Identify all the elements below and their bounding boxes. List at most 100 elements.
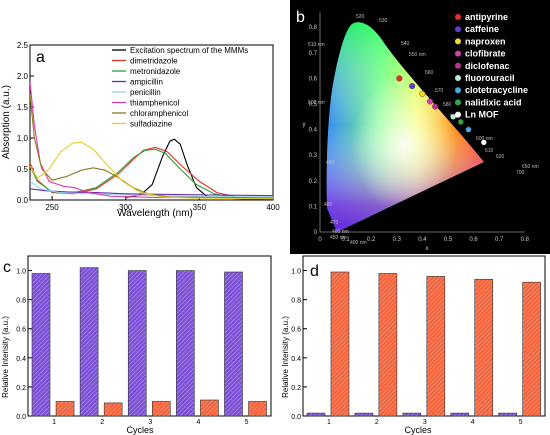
x-tick-label: 4 bbox=[471, 419, 475, 426]
bar-s1-c3 bbox=[200, 399, 219, 417]
bar-s0-c2 bbox=[127, 270, 147, 417]
chart-b: 0 0.1 0.2 0.3 0.4 0.5 0.6 0.7 0.8 0 0.1 0.2 0.3 0.4 0.… bbox=[290, 0, 550, 254]
y-tick-label: 0.8 bbox=[309, 25, 318, 31]
wavelength-label: 400 nm bbox=[350, 240, 367, 246]
wavelength-label: 570 bbox=[435, 88, 444, 94]
wavelength-label: 580 bbox=[443, 102, 452, 108]
legend-label-4: penicillin bbox=[130, 88, 161, 97]
plot-frame bbox=[29, 44, 274, 201]
bar-s1-c1 bbox=[378, 273, 398, 417]
bar-s1-c0 bbox=[55, 401, 75, 417]
x-tick-label: 5 bbox=[245, 419, 249, 426]
legend-marker-3 bbox=[455, 50, 461, 57]
bar-s0-c4 bbox=[498, 412, 517, 417]
y-tick-label: 0.6 bbox=[309, 76, 318, 82]
legend-marker-8 bbox=[455, 111, 461, 118]
y-tick-label: 2.5 bbox=[17, 41, 29, 50]
y-tick-label: 0.3 bbox=[309, 153, 318, 159]
x-tick-label: 1 bbox=[52, 419, 56, 426]
bar-s0-c4 bbox=[224, 271, 243, 417]
y-tick-label: 0.8 bbox=[16, 298, 26, 305]
x-tick-label: 0.5 bbox=[444, 237, 453, 243]
y-tick-label: 0.5 bbox=[309, 102, 318, 108]
bar-s0-c3 bbox=[176, 270, 195, 417]
y-axis-label: Relative Intensity (a.u.) bbox=[1, 316, 10, 398]
x-tick-label: 0 bbox=[318, 237, 322, 243]
y-tick-label: 0.1 bbox=[309, 204, 318, 210]
y-tick-label: 0.0 bbox=[16, 414, 26, 421]
panel-label-b: b bbox=[296, 9, 305, 26]
y-axis-label: Absorption (a.u.) bbox=[1, 85, 12, 159]
legend-label-7: nalidixic acid bbox=[465, 97, 522, 107]
x-tick-label: 0.3 bbox=[393, 237, 402, 243]
legend-marker-6 bbox=[455, 87, 461, 94]
legend-marker-7 bbox=[455, 99, 461, 106]
bar-s1-c4 bbox=[248, 401, 267, 417]
wavelength-label: 480 bbox=[324, 202, 333, 208]
y-tick-label: 1.0 bbox=[291, 269, 301, 276]
y-tick-label: 0.2 bbox=[309, 179, 318, 185]
bar-s0-c0 bbox=[306, 412, 326, 417]
panel-label-a: a bbox=[36, 49, 45, 66]
series-line-4 bbox=[30, 180, 273, 198]
x-tick-label: 2 bbox=[375, 419, 379, 426]
legend-label-2: metronidazole bbox=[130, 67, 181, 76]
y-tick-label: 0.4 bbox=[309, 128, 318, 134]
y-tick-label: 0.2 bbox=[16, 385, 26, 392]
cie-point-1 bbox=[409, 83, 416, 90]
panel-label-d: d bbox=[310, 263, 319, 280]
x-tick-label: 3 bbox=[423, 419, 427, 426]
plot-frame bbox=[27, 255, 272, 417]
y-tick-label: 0.8 bbox=[291, 298, 301, 305]
bar-s1-c3 bbox=[474, 278, 494, 417]
wavelength-label: 600 nm bbox=[476, 136, 493, 142]
y-tick-label: 1.0 bbox=[17, 134, 29, 143]
legend-label-0: antipyrine bbox=[465, 12, 508, 22]
x-tick-label: 1 bbox=[327, 419, 331, 426]
chart-a: a 250 300 350 400 0.0 0.5 1.0 1.5 2.0 2.5 Excitat… bbox=[1, 41, 280, 219]
wavelength-label: 470 bbox=[330, 220, 339, 226]
x-tick-label: 0.6 bbox=[469, 237, 478, 243]
legend-label-6: chloramphenicol bbox=[130, 109, 188, 118]
bar-s0-c0 bbox=[31, 273, 51, 417]
wavelength-label: 550 nm bbox=[409, 52, 426, 58]
x-tick-label: 3 bbox=[148, 419, 152, 426]
series-line-7 bbox=[30, 141, 273, 200]
chart-c: c 0.0 0.2 0.4 0.6 0.8 1.0 1 2 3 4 5 Cycles Relativ… bbox=[1, 255, 272, 435]
plot-frame bbox=[302, 255, 546, 417]
wavelength-label: 700 bbox=[516, 170, 525, 176]
bar-s0-c3 bbox=[450, 412, 470, 417]
x-tick-label: 5 bbox=[519, 419, 523, 426]
y-tick-label: 0.4 bbox=[291, 356, 301, 363]
y-tick-label: 0.0 bbox=[17, 196, 29, 205]
legend-label-3: ampicillin bbox=[130, 78, 163, 87]
wavelength-label: 490 bbox=[326, 160, 335, 166]
x-tick-label: 350 bbox=[193, 203, 207, 212]
legend-marker-4 bbox=[455, 62, 461, 69]
x-tick-label: 2 bbox=[100, 419, 104, 426]
bar-s0-c2 bbox=[402, 412, 422, 417]
legend-label-6: clotetracycline bbox=[465, 85, 528, 95]
bar-s1-c0 bbox=[330, 271, 350, 417]
wavelength-label: 500 nm bbox=[308, 100, 325, 106]
wavelength-label: 620 bbox=[496, 154, 505, 160]
y-tick-label: 0.7 bbox=[309, 51, 318, 57]
x-tick-label: 300 bbox=[119, 203, 133, 212]
cie-point-8 bbox=[480, 139, 487, 146]
series-line-5 bbox=[30, 82, 273, 199]
legend-marker-5 bbox=[455, 75, 461, 81]
cie-point-5 bbox=[450, 113, 457, 120]
y-tick-label: 1.5 bbox=[17, 103, 29, 112]
bar-s1-c1 bbox=[103, 402, 123, 417]
legend-label-2: naproxen bbox=[465, 36, 506, 46]
wavelength-label: 560 bbox=[425, 70, 434, 76]
x-tick-label: 0.8 bbox=[521, 237, 530, 243]
y-tick-label: 0.6 bbox=[16, 327, 26, 334]
x-axis-label: Cycles bbox=[404, 425, 432, 435]
x-tick-label: 0.7 bbox=[495, 237, 504, 243]
legend-label-0: Excitation spectrum of the MMMs bbox=[130, 46, 248, 55]
bar-s1-c4 bbox=[522, 281, 541, 417]
wavelength-label: 650 nm bbox=[522, 164, 539, 170]
x-axis-label: x bbox=[426, 246, 429, 252]
cie-point-7 bbox=[457, 118, 464, 125]
